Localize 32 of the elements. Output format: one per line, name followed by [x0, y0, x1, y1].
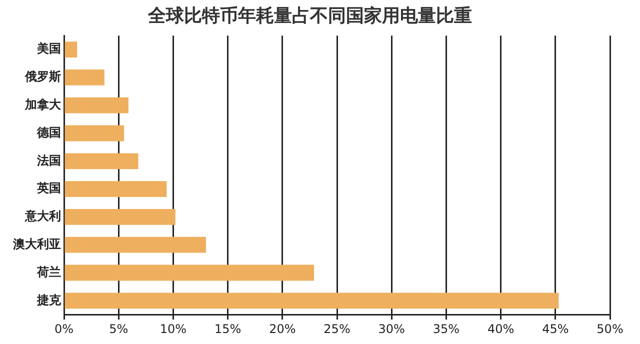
x-tick-label: 15%: [214, 322, 242, 336]
y-tick-label: 捷克: [36, 292, 62, 307]
bar: [64, 236, 206, 253]
bar: [64, 209, 176, 225]
x-tick-label: 45%: [542, 322, 569, 336]
bar: [64, 153, 138, 170]
x-tick-label: 5%: [109, 322, 128, 336]
y-tick-label: 荷兰: [36, 264, 61, 279]
x-tick-label: 10%: [160, 322, 187, 336]
bar: [64, 125, 124, 142]
bar: [64, 42, 78, 58]
chart-title: 全球比特币年耗量占不同国家用电量比重: [147, 5, 472, 26]
y-tick-label: 英国: [36, 181, 61, 196]
x-tick-label: 40%: [487, 322, 514, 336]
y-tick-label: 澳大利亚: [12, 236, 61, 251]
bar: [64, 70, 104, 86]
y-tick-label: 德国: [36, 125, 61, 140]
y-tick-label: 意大利: [24, 209, 61, 224]
bar: [64, 97, 128, 114]
bar: [64, 292, 559, 309]
y-tick-label: 加拿大: [24, 97, 62, 112]
bar: [64, 181, 167, 197]
x-tick-label: 20%: [269, 322, 296, 336]
y-tick-label: 法国: [36, 153, 61, 168]
x-tick-label: 25%: [324, 322, 350, 336]
x-tick-label: 0%: [54, 322, 74, 336]
x-tick-label: 35%: [432, 322, 460, 336]
y-tick-label: 美国: [36, 42, 61, 56]
x-tick-label: 30%: [378, 322, 405, 336]
y-tick-label: 俄罗斯: [24, 70, 61, 84]
bar: [64, 264, 314, 281]
x-tick-label: 50%: [596, 322, 624, 336]
